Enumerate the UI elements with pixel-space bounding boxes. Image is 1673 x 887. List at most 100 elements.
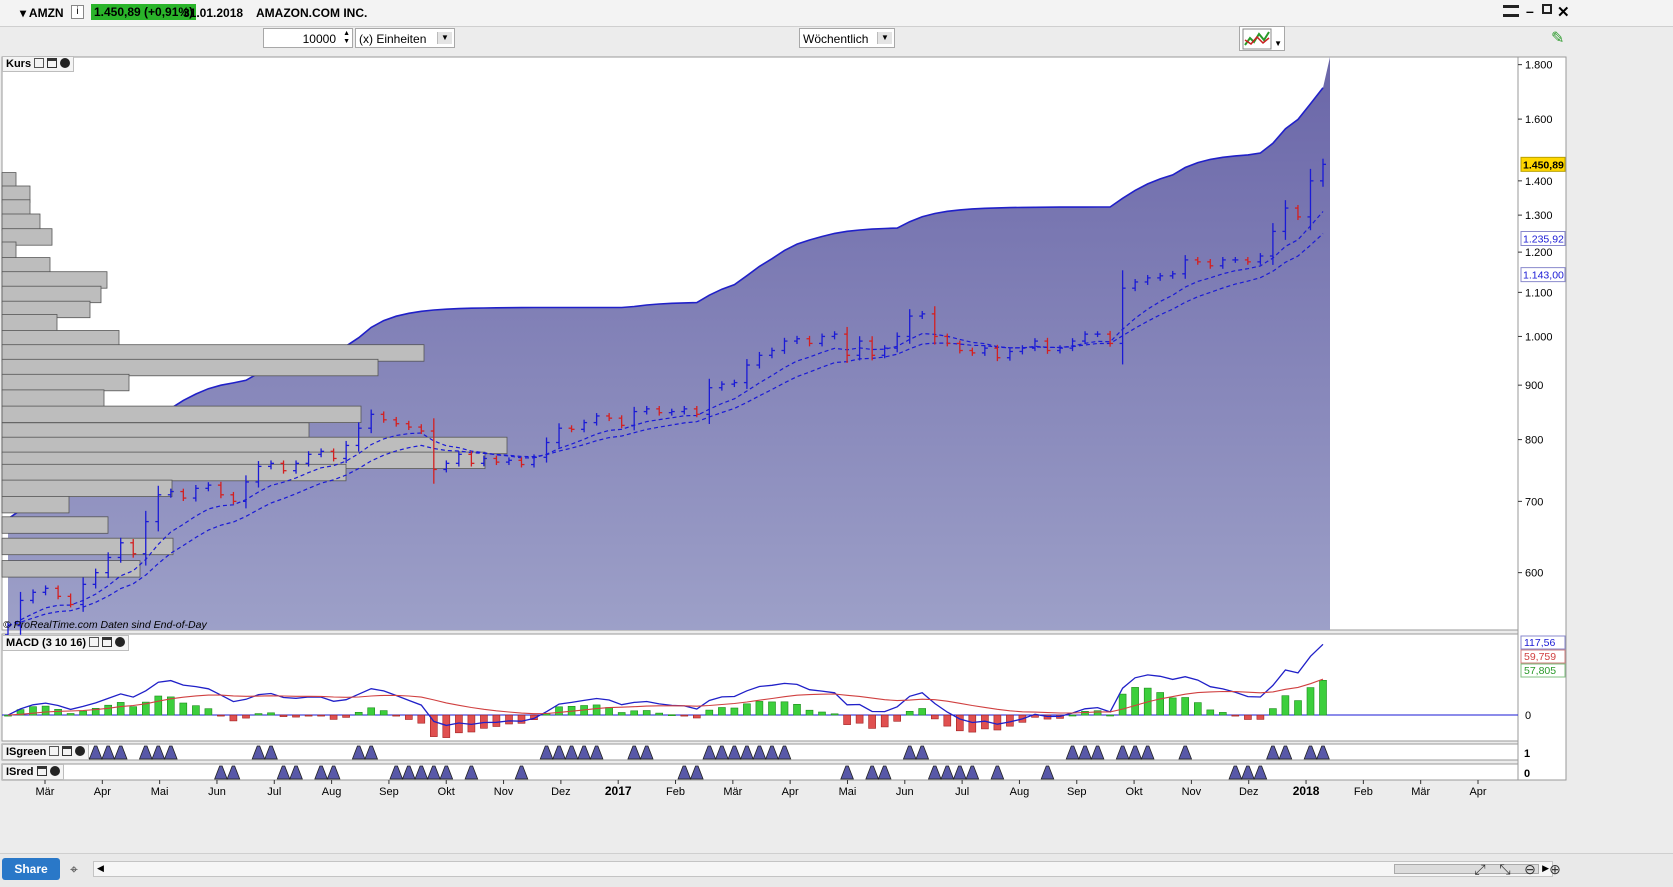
macd-histogram-bar [605,707,613,716]
zoom-out-icon[interactable]: ⊖ [1524,861,1536,877]
wrench-icon[interactable] [34,58,45,68]
isgreen-signal [702,745,717,760]
isred-signal [689,765,704,780]
macd-histogram-bar [129,706,137,716]
price-bar [1219,256,1226,269]
macd-histogram-bar [655,712,664,716]
price-bar [1119,270,1126,365]
price-bar [1320,158,1326,187]
macd-histogram-bar [855,714,864,724]
time-tick-label: Mär [723,786,742,798]
price-bar [1082,331,1089,345]
chart-type-button[interactable]: ▼ [1239,26,1285,51]
isgreen-signal [88,745,103,760]
close-icon[interactable]: ✕ [1557,4,1570,21]
price-bar [1307,168,1314,231]
price-bar [318,448,325,458]
units-select[interactable]: (x) Einheiten ▼ [355,28,455,48]
macd-histogram-bar [217,714,225,717]
volume-profile-bar [1,560,141,578]
chevron-down-icon: ▼ [877,32,892,44]
price-bar [518,457,525,468]
isred-signal [214,765,228,780]
isgreen-signal [138,745,153,760]
auto-fit-icon[interactable]: ⤢ [1474,861,1486,877]
upper-band-area [8,57,1330,630]
macd-histogram-bar [555,706,563,716]
isgreen-signal [113,745,128,760]
stepper-arrows-icon[interactable]: ▲ ▼ [343,30,350,45]
fit-all-icon[interactable]: ⤡ [1499,861,1511,877]
time-scrollbar[interactable]: ◀ ▶ [93,861,1553,877]
price-bar [205,482,212,492]
time-tick-label: Okt [1126,786,1143,798]
window-icon[interactable] [47,58,58,68]
info-icon[interactable]: i [71,5,84,19]
price-bar [92,568,99,589]
isgreen-signal [564,745,579,760]
maximize-icon[interactable] [1542,4,1552,14]
macd-histogram-bar [492,714,501,727]
price-tick-label: 1.000 [1525,331,1553,343]
isgreen-signal-value: 1 [1524,748,1530,760]
wrench-icon[interactable] [49,746,60,756]
isgreen-signal [715,745,729,760]
scroll-right-icon[interactable]: ▶ [1542,863,1549,873]
isgreen-panel-label: ISgreen [2,744,90,760]
company-name: AMAZON.COM INC. [256,6,368,20]
macd-histogram-bar [304,714,313,717]
scroll-thumb[interactable] [1394,864,1539,874]
close-panel-icon[interactable] [60,58,71,68]
price-bar [919,310,926,320]
price-bar [255,461,262,488]
scroll-left-icon[interactable]: ◀ [97,863,104,873]
price-bar [819,333,826,347]
volume-profile-bar [1,495,70,514]
price-bar [656,405,663,416]
price-panel-label: Kurs [2,56,75,72]
macd-histogram-bar [843,714,851,725]
edit-chart-icon[interactable]: ✎ [1551,30,1565,47]
watermark: © ProRealTime.com Daten sind End-of-Day [3,619,207,631]
macd-histogram-bar [442,714,451,738]
price-tick-label: 1.200 [1525,247,1553,259]
quantity-stepper[interactable]: 10000 ▲ ▼ [263,28,353,48]
price-bar [443,460,450,473]
volume-profile-bar [1,213,41,231]
keyboard-icon[interactable] [1503,5,1519,17]
crosshair-icon[interactable]: ⌖ [70,861,78,877]
macd-histogram-bar [955,714,964,732]
symbol-dropdown[interactable]: ▾ AMZN [20,6,64,20]
share-button[interactable]: Share [2,858,60,880]
wrench-icon[interactable] [89,637,100,647]
share-label: Share [14,862,48,876]
close-panel-icon[interactable] [115,637,126,647]
time-tick-label: Sep [379,786,399,798]
macd-histogram-bar [630,710,639,716]
window-icon[interactable] [36,766,47,776]
volume-profile-bar [1,285,102,304]
window-icon[interactable] [102,637,113,647]
price-bar [856,336,863,361]
isred-signal [1040,765,1055,780]
macd-histogram-bar [642,710,651,716]
isred-signal [514,765,529,780]
price-bar [405,420,412,430]
close-panel-icon[interactable] [49,766,60,776]
minimize-icon[interactable]: – [1526,3,1534,19]
time-tick-label: Dez [551,786,571,798]
macd-histogram-bar [680,714,689,717]
price-bar [230,491,237,505]
macd-histogram-bar [993,714,1002,731]
isgreen-signal [577,745,591,760]
zoom-in-icon[interactable]: ⊕ [1549,861,1561,877]
macd-tick-label: 0 [1525,710,1531,722]
timeframe-select[interactable]: Wöchentlich ▼ [799,28,895,48]
price-bar [355,422,362,452]
macd-histogram-bar [880,714,889,728]
macd-histogram-bar [1281,695,1290,716]
macd-panel-label: MACD (3 10 16) [2,635,130,651]
close-panel-icon[interactable] [75,746,86,756]
window-icon[interactable] [62,746,73,756]
isgreen-signal [101,745,116,760]
